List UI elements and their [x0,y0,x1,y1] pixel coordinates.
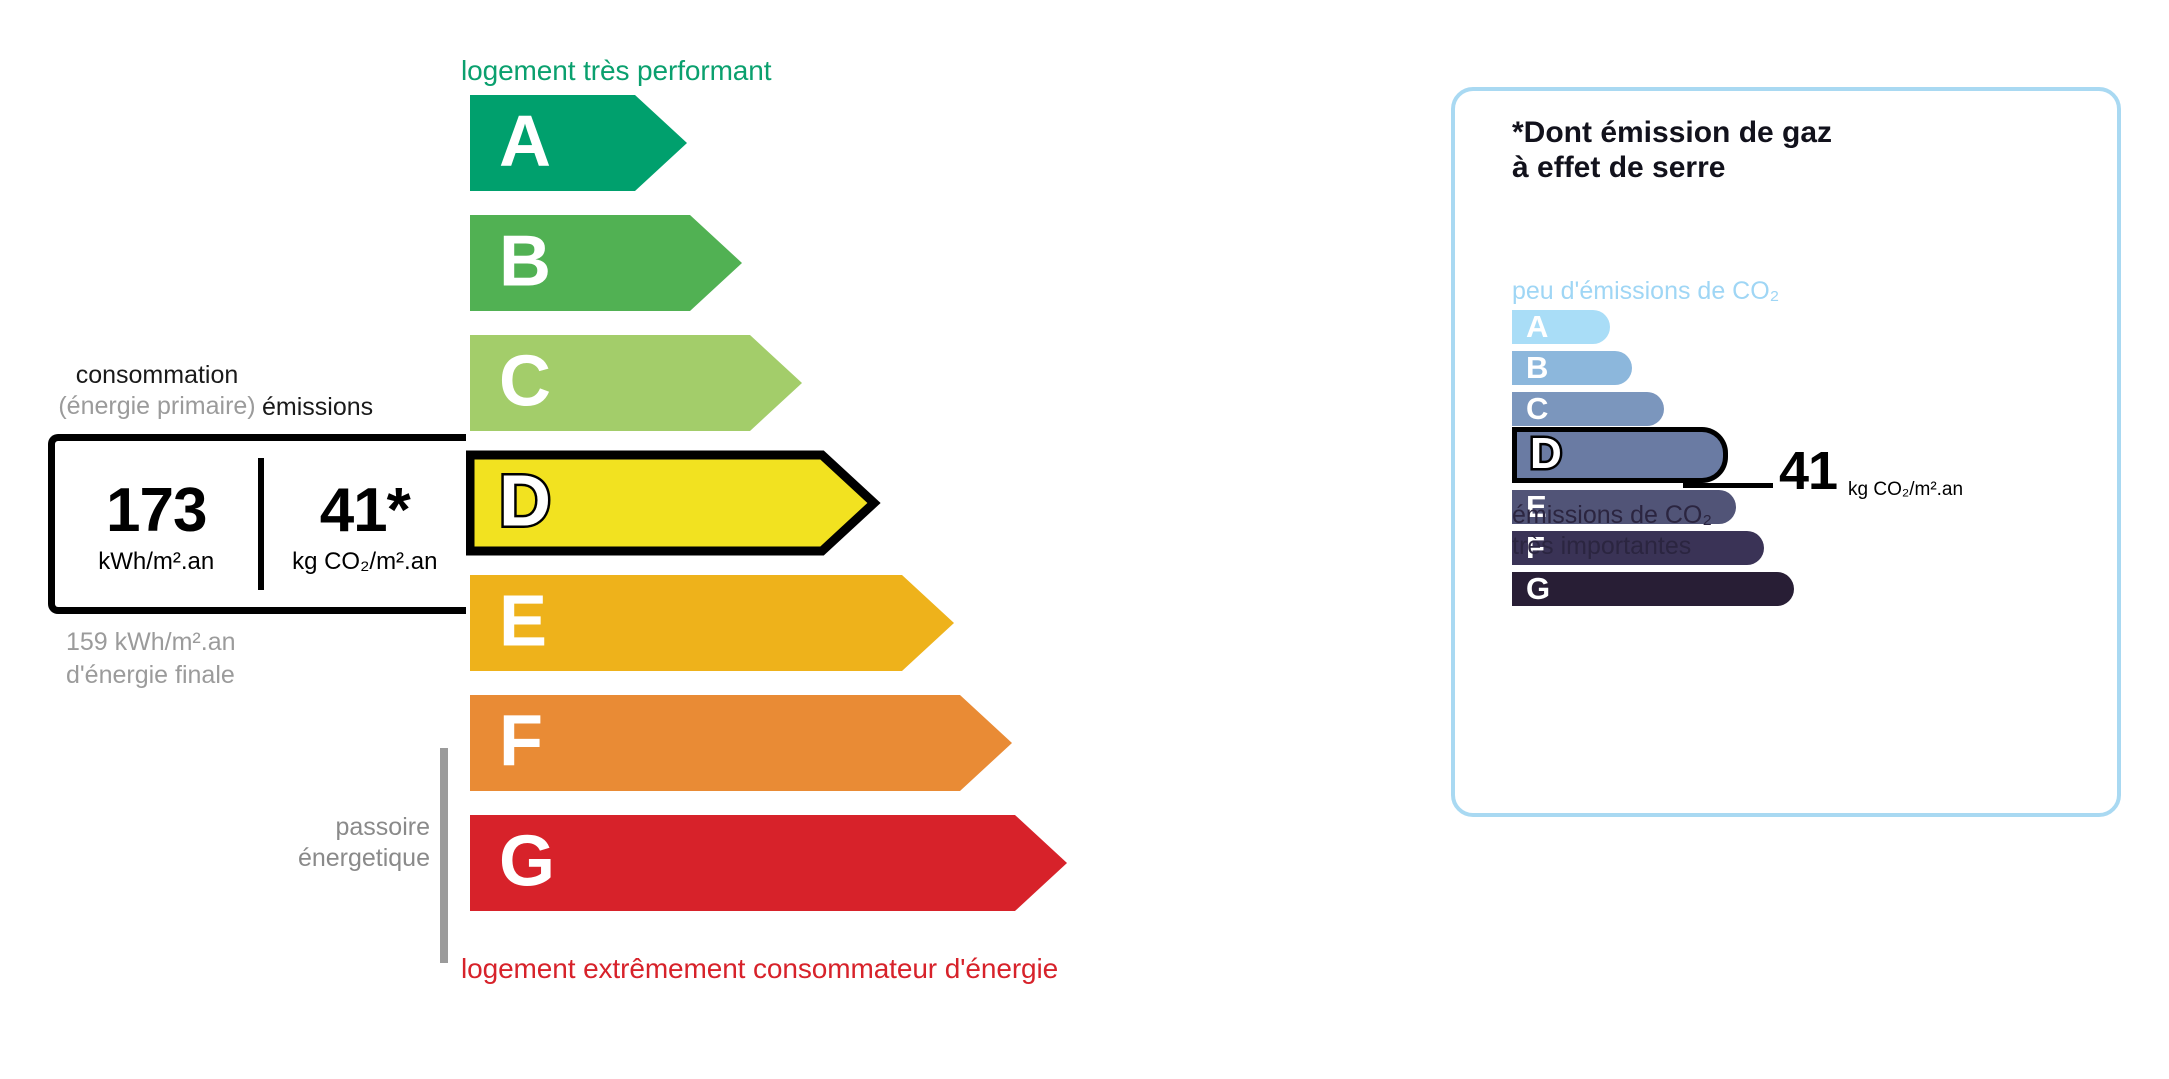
energy-class-row-d: D [461,450,883,556]
final-energy-value: 159 kWh/m².an [66,628,236,656]
co2-callout-unit: kg CO₂/m².an [1848,479,1964,500]
co2-unit: kg CO₂/m².an [292,548,438,575]
energy-class-row-a: A [461,95,696,191]
energy-value: 173 [106,476,207,545]
energy-class-row-c: C [461,335,811,431]
co2-scale-top-caption: peu d'émissions de CO₂ [1512,277,1780,305]
co2-bottom-caption-line-1: émissions de CO₂ [1512,501,1713,529]
co2-callout-value: 41 [1779,441,1838,501]
emissions-label: émissions [262,393,374,421]
energy-value-cell: 173 kWh/m².an [55,441,258,607]
energy-unit: kWh/m².an [98,548,215,575]
co2-class-row-g: G [1512,572,1794,606]
value-divider [257,458,264,590]
co2-class-row-c: C [1512,392,1664,426]
co2-value-cell: 41* kg CO₂/m².an [264,441,467,607]
co2-title-line-2: à effet de serre [1512,151,1726,185]
co2-scale-bottom-caption: émissions de CO₂ très importantes [1512,500,1712,561]
co2-emissions-panel: *Dont émission de gaz à effet de serre p… [1451,87,2121,817]
passoire-bracket-bar [440,748,448,963]
final-energy-note: 159 kWh/m².an d'énergie finale [66,626,236,691]
co2-value: 41* [319,476,411,545]
energy-class-row-g: G [461,815,1076,911]
co2-bar-d [1512,427,1728,483]
energy-arrow-b [470,215,742,311]
co2-class-row-b: B [1512,351,1632,385]
energy-arrow-f [470,695,1012,791]
energy-scale-top-caption: logement très performant [461,55,772,86]
co2-bar-b [1512,351,1632,385]
co2-class-row-a: A [1512,310,1610,344]
energy-arrow-a [470,95,687,191]
co2-bar-a [1512,310,1610,344]
co2-class-row-d: D [1512,427,1728,483]
energy-arrow-g [470,815,1067,911]
co2-bar-e [1512,490,1736,524]
co2-bar-outline-left [1512,427,1517,483]
energy-class-row-e: E [461,575,963,671]
co2-panel-title: *Dont émission de gaz à effet de serre [1512,115,1832,185]
co2-bottom-caption-line-2: très importantes [1512,531,1692,560]
energy-arrow-e [470,575,954,671]
passoire-line-1: passoire [335,813,431,841]
consommation-sublabel: (énergie primaire) [58,391,256,420]
value-box: 173 kWh/m².an 41* kg CO₂/m².an [48,434,466,614]
co2-bar-g [1512,572,1794,606]
energy-class-row-f: F [461,695,1021,791]
co2-callout-leader-line [1683,483,1773,488]
passoire-energetique-label: passoire énergetique [230,812,430,875]
energy-arrow-d [465,450,881,556]
energy-class-row-b: B [461,215,751,311]
co2-bar-f [1512,531,1764,565]
consommation-label-group: consommation (énergie primaire) [48,360,266,421]
energy-scale-bottom-caption: logement extrêmement consommateur d'éner… [461,953,1059,984]
consommation-label: consommation [75,361,239,389]
final-energy-caption: d'énergie finale [66,660,235,689]
passoire-line-2: énergetique [297,844,430,873]
co2-title-line-1: *Dont émission de gaz [1512,116,1833,149]
co2-bar-c [1512,392,1664,426]
energy-arrow-c [470,335,802,431]
